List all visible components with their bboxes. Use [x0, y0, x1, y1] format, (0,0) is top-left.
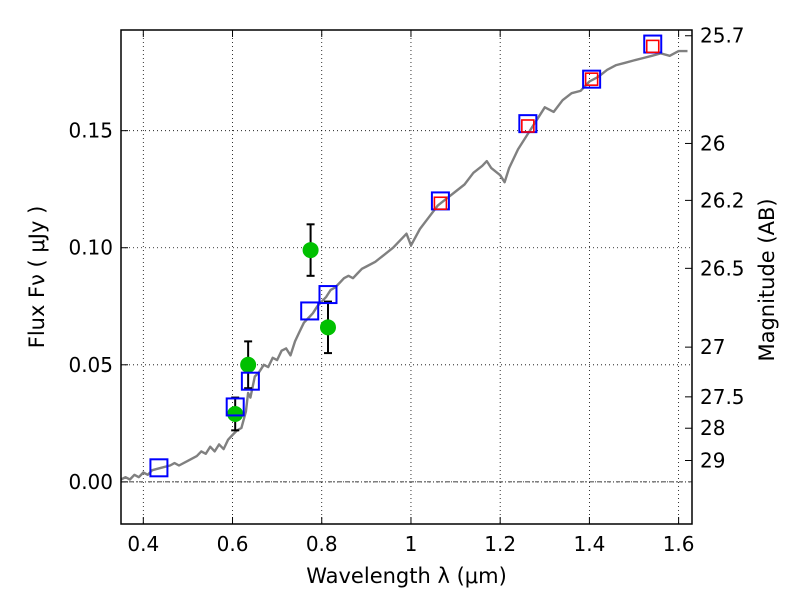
x-tick-label: 0.4 [127, 532, 159, 556]
plot-frame [120, 29, 693, 525]
red-model-square [645, 39, 660, 54]
magnitude-tick-label: 29 [700, 449, 725, 473]
grid-layer [121, 30, 692, 524]
magnitude-tick-label: 25.7 [700, 24, 745, 48]
y-tick-label: 0.15 [68, 119, 113, 143]
photometry-point [227, 405, 244, 422]
magnitude-tick-label: 27 [700, 335, 725, 359]
x-tick-label: 1.4 [573, 532, 605, 556]
x-tick-label: 1 [405, 532, 418, 556]
x-axis-label: Wavelength λ (μm) [306, 564, 507, 588]
magnitude-tick-label: 26.2 [700, 188, 745, 212]
magnitude-tick-label: 26.5 [700, 256, 745, 280]
x-tick-label: 1.2 [484, 532, 516, 556]
y-tick-label: 0.05 [68, 353, 113, 377]
y-tick-label: 0.00 [68, 470, 113, 494]
x-tick-label: 1.6 [663, 532, 695, 556]
photometry-point [240, 356, 257, 373]
tick-layer: 0.4 0.6 0.8 1 1.2 1.4 1.6 0.00 0.05 0.10 0.15 25.7 2… [68, 24, 744, 556]
magnitude-axis-label: Magnitude (AB) [755, 198, 779, 361]
blue-model-square [582, 69, 602, 89]
red-model-square [584, 72, 599, 86]
spectrum-line [120, 49, 688, 481]
y-axis-label: Flux Fν ( μJy ) [25, 206, 49, 349]
photometry-point [319, 319, 336, 336]
magnitude-tick-label: 27.5 [700, 385, 745, 409]
blue-model-square [240, 371, 260, 391]
x-tick-label: 0.6 [217, 532, 249, 556]
y-tick-label: 0.10 [68, 236, 113, 260]
red-model-square [433, 196, 448, 211]
x-tick-label: 0.8 [306, 532, 338, 556]
marker-layer [149, 34, 663, 478]
blue-model-square [300, 301, 320, 321]
blue-model-square [149, 458, 169, 478]
red-model-square [521, 119, 535, 133]
blue-model-square [318, 285, 338, 305]
blue-model-square [225, 397, 245, 417]
photometry-point [302, 242, 319, 259]
line-layer [120, 49, 688, 481]
magnitude-tick-label: 28 [700, 416, 725, 440]
magnitude-tick-label: 26 [700, 131, 725, 155]
